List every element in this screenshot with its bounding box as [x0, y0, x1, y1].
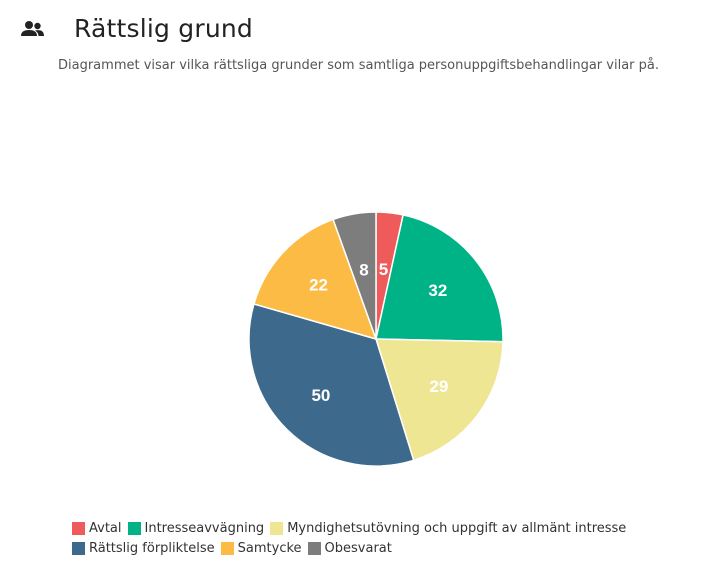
legend-item-myndighetsutovning[interactable]: Myndighetsutövning och uppgift av allmän…	[270, 521, 626, 536]
data-label-rattslig-forpliktelse: 50	[311, 386, 330, 405]
page-subtitle: Diagrammet visar vilka rättsliga grunder…	[58, 58, 659, 73]
pie-slice-rattslig-forpliktelse[interactable]	[248, 303, 415, 467]
pie-slice-samtycke[interactable]	[253, 218, 378, 341]
legend-swatch	[220, 541, 234, 555]
page-title: Rättslig grund	[74, 14, 253, 43]
legend-row: Avtal Intresseavvägning Myndighetsutövni…	[72, 518, 632, 538]
legend-swatch	[307, 541, 321, 555]
legend-label: Avtal	[89, 520, 122, 536]
legend-swatch	[72, 521, 85, 535]
legend-swatch	[270, 521, 284, 535]
legend-label: Intresseavvägning	[144, 520, 265, 536]
data-label-samtycke: 22	[309, 276, 328, 295]
legend-label: Myndighetsutövning och uppgift av allmän…	[287, 520, 627, 536]
legend-item-obesvarat[interactable]: Obesvarat	[307, 540, 392, 556]
pie-slice-intresseavvagning[interactable]	[375, 214, 504, 343]
legend-item-samtycke[interactable]: Samtycke	[220, 540, 302, 556]
legend-label: Samtycke	[237, 540, 302, 556]
legend-swatch	[72, 541, 85, 555]
legend-item-rattslig-forpliktelse[interactable]: Rättslig förpliktelse	[72, 541, 215, 556]
legend-item-avtal[interactable]: Avtal	[72, 521, 122, 536]
legend-label: Obesvarat	[324, 540, 392, 556]
data-label-obesvarat: 8	[359, 261, 368, 280]
header: Rättslig grund	[20, 14, 253, 43]
pie-slice-obesvarat[interactable]	[332, 211, 377, 340]
pie-slice-myndighetsutovning[interactable]	[374, 338, 504, 462]
legend: Avtal Intresseavvägning Myndighetsutövni…	[72, 518, 632, 558]
legend-item-intresseavvagning[interactable]: Intresseavvägning	[127, 520, 265, 536]
data-label-avtal: 5	[379, 260, 388, 279]
legend-swatch	[127, 521, 141, 535]
data-label-intresseavvagning: 32	[428, 281, 447, 300]
people-icon	[20, 19, 46, 39]
legend-label: Rättslig förpliktelse	[89, 540, 215, 556]
legend-row: Rättslig förpliktelse Samtycke Obesvarat	[72, 538, 632, 558]
data-label-myndighetsutovning: 29	[429, 377, 448, 396]
